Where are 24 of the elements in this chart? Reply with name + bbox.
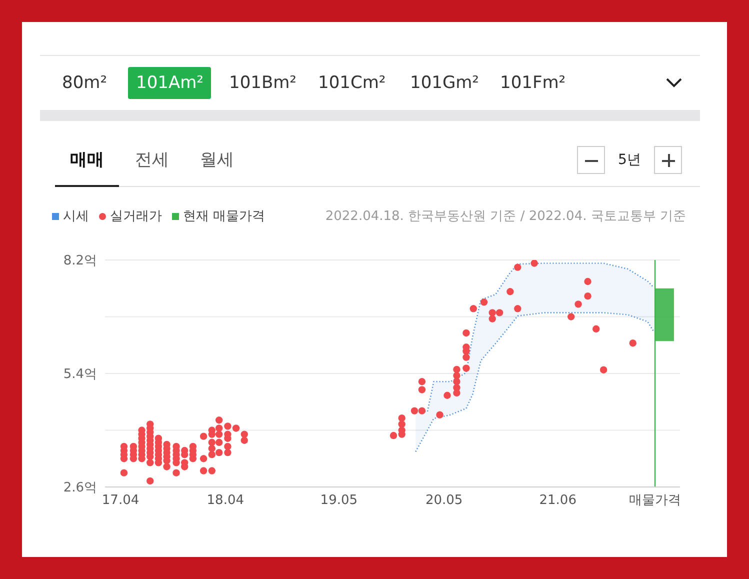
text: 전세 — [135, 149, 169, 171]
y-tick-label: 8.2억 — [63, 254, 97, 269]
x-tick-label: 19.05 — [320, 493, 358, 508]
text: 월세 — [200, 149, 234, 171]
x-tick-label: 18.04 — [206, 493, 244, 508]
text: 101Fm² — [500, 72, 566, 95]
y-tick-label: 2.6억 — [63, 480, 97, 496]
x-tick-label: 17.04 — [102, 493, 140, 508]
x-tick-label: 21.06 — [539, 493, 576, 508]
text: 매매 — [70, 149, 104, 171]
text: 101Bm² — [229, 72, 296, 95]
text: 80m² — [62, 72, 108, 95]
x-tick-label: 20.05 — [425, 493, 463, 508]
text: 5년 — [618, 151, 641, 169]
line-series — [414, 312, 654, 452]
legend-label: 실거래가 — [109, 208, 162, 225]
text: 101Cm² — [318, 72, 386, 95]
y-tick-label: 5.4억 — [63, 367, 97, 382]
x-tick-label: 매물가격 — [629, 493, 681, 508]
text: 101Gm² — [410, 72, 479, 95]
text: 101Am² — [128, 67, 212, 99]
text: 2022.04.18. 한국부동산원 기준 / 2022.04. 국토교통부 기준 — [325, 208, 686, 225]
legend-label: 시세 — [62, 208, 89, 225]
legend-label: 현재 매물가격 — [182, 208, 266, 225]
